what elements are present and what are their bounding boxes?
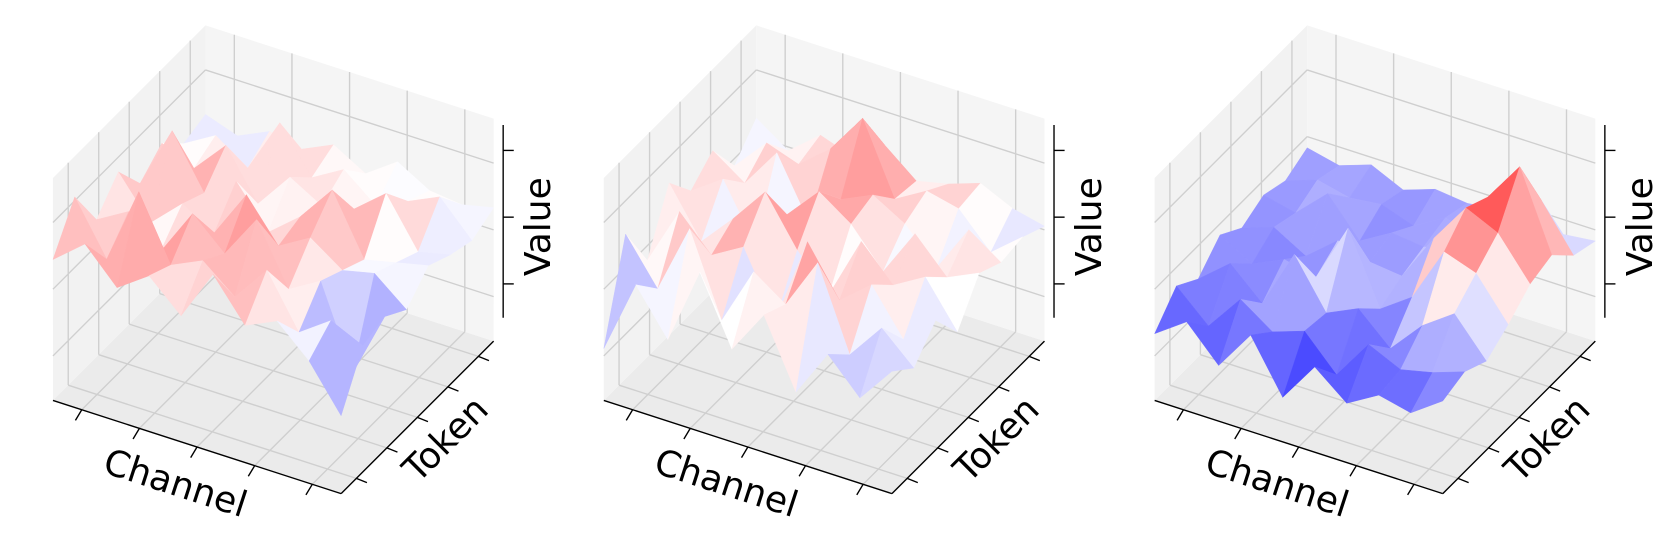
axis-line [1349, 465, 1357, 477]
z-axis-label: Value [1069, 177, 1110, 276]
axis-line [603, 399, 893, 495]
pane-grid-line [1306, 69, 1596, 164]
axis-line [1518, 416, 1530, 423]
axis-line [1234, 428, 1242, 440]
pane-grid-line [1413, 331, 1567, 485]
surface-cell [308, 320, 364, 417]
axis-line [1176, 409, 1185, 421]
axis-line [1579, 355, 1591, 362]
axis-line [1488, 447, 1500, 453]
pane-grid-line [1154, 136, 1308, 290]
pane-grid-line [805, 312, 959, 467]
axis-line [740, 446, 749, 458]
axis-line [1549, 386, 1561, 392]
axis-line [305, 483, 313, 496]
z-axis-label: Value [1620, 177, 1661, 276]
axis-line [417, 416, 429, 423]
pane-grid-line [52, 69, 206, 223]
surface-cell [859, 327, 915, 399]
axis-line [478, 355, 490, 362]
axis-line [386, 447, 398, 453]
pane-grid-line [129, 323, 418, 419]
axis-line [1457, 477, 1469, 484]
axis-line [998, 386, 1010, 392]
axis-line [356, 477, 368, 484]
axis-line [1028, 355, 1041, 362]
pane-grid-line [205, 69, 494, 164]
axis-line [190, 446, 198, 458]
axis-line [856, 483, 864, 496]
axis-line [1407, 483, 1415, 496]
axis-line [1291, 446, 1300, 458]
axis-line [625, 409, 634, 421]
axis-line [683, 428, 691, 440]
surface-cell [1410, 371, 1466, 414]
pane-grid-line [1154, 69, 1308, 223]
axis-line [967, 416, 980, 423]
pane-grid-line [311, 331, 466, 485]
axis-line [74, 409, 83, 421]
axis-line [247, 465, 256, 477]
axis-line [906, 477, 919, 484]
pane-grid-line [862, 331, 1017, 485]
axis-line [798, 465, 807, 477]
axis-line [447, 386, 459, 392]
z-axis-label: Value [518, 177, 559, 276]
pane-grid-line [756, 69, 1045, 164]
axis-line [132, 428, 140, 440]
pane-grid-line [603, 69, 757, 223]
axis-line [937, 447, 949, 453]
